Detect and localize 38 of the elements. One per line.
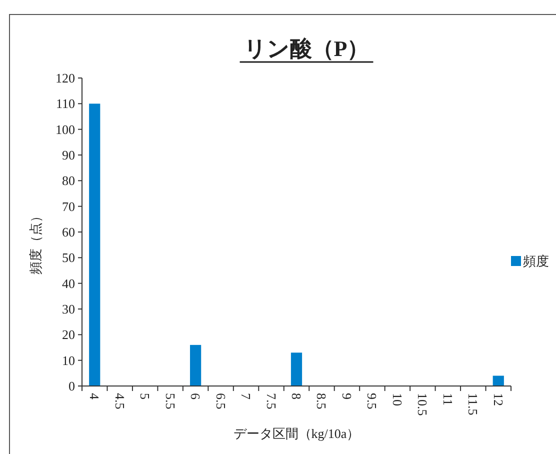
y-tick-label: 70 [62,198,75,214]
x-tick-label: 6 [188,393,204,400]
x-tick-label: 5.5 [162,393,178,410]
y-tick-label: 10 [62,352,75,368]
y-tick-label: 20 [62,327,75,342]
x-tick-label: 11 [440,393,456,406]
y-tick-label: 110 [56,96,75,112]
x-tick-label: 9 [339,393,354,400]
x-tick-label: 4 [87,393,102,400]
y-tick-label: 0 [68,378,75,394]
x-tick-label: 6.5 [213,393,228,410]
chart-title: リン酸（P） [244,36,370,61]
y-tick-label: 80 [62,173,75,188]
x-tick-label: 7.5 [264,393,279,410]
bar [190,344,202,386]
x-tick-label: 7 [238,393,254,400]
bar [492,376,504,386]
y-tick-label: 120 [56,70,75,86]
bar [290,352,302,386]
x-tick-label: 5 [138,393,153,400]
bar [89,104,100,386]
y-tick-label: 30 [62,302,75,316]
y-axis-title: 頻度（点） [28,210,43,274]
y-tick-label: 50 [62,250,75,266]
legend-label: 頻度 [523,254,549,268]
x-tick-label: 10 [390,393,405,406]
x-axis-title: データ区間（kg/10a） [233,426,360,441]
x-tick-label: 9.5 [364,393,380,410]
x-tick-label: 11.5 [466,393,481,416]
y-tick-label: 100 [56,122,75,137]
y-tick-label: 90 [62,148,75,162]
y-tick-label: 40 [62,276,75,291]
x-tick-label: 12 [490,393,506,406]
x-tick-label: 8.5 [314,393,330,410]
x-tick-label: 10.5 [415,393,430,416]
x-tick-label: 8 [289,393,304,400]
y-tick-label: 60 [62,224,75,240]
x-tick-label: 4.5 [112,393,128,410]
